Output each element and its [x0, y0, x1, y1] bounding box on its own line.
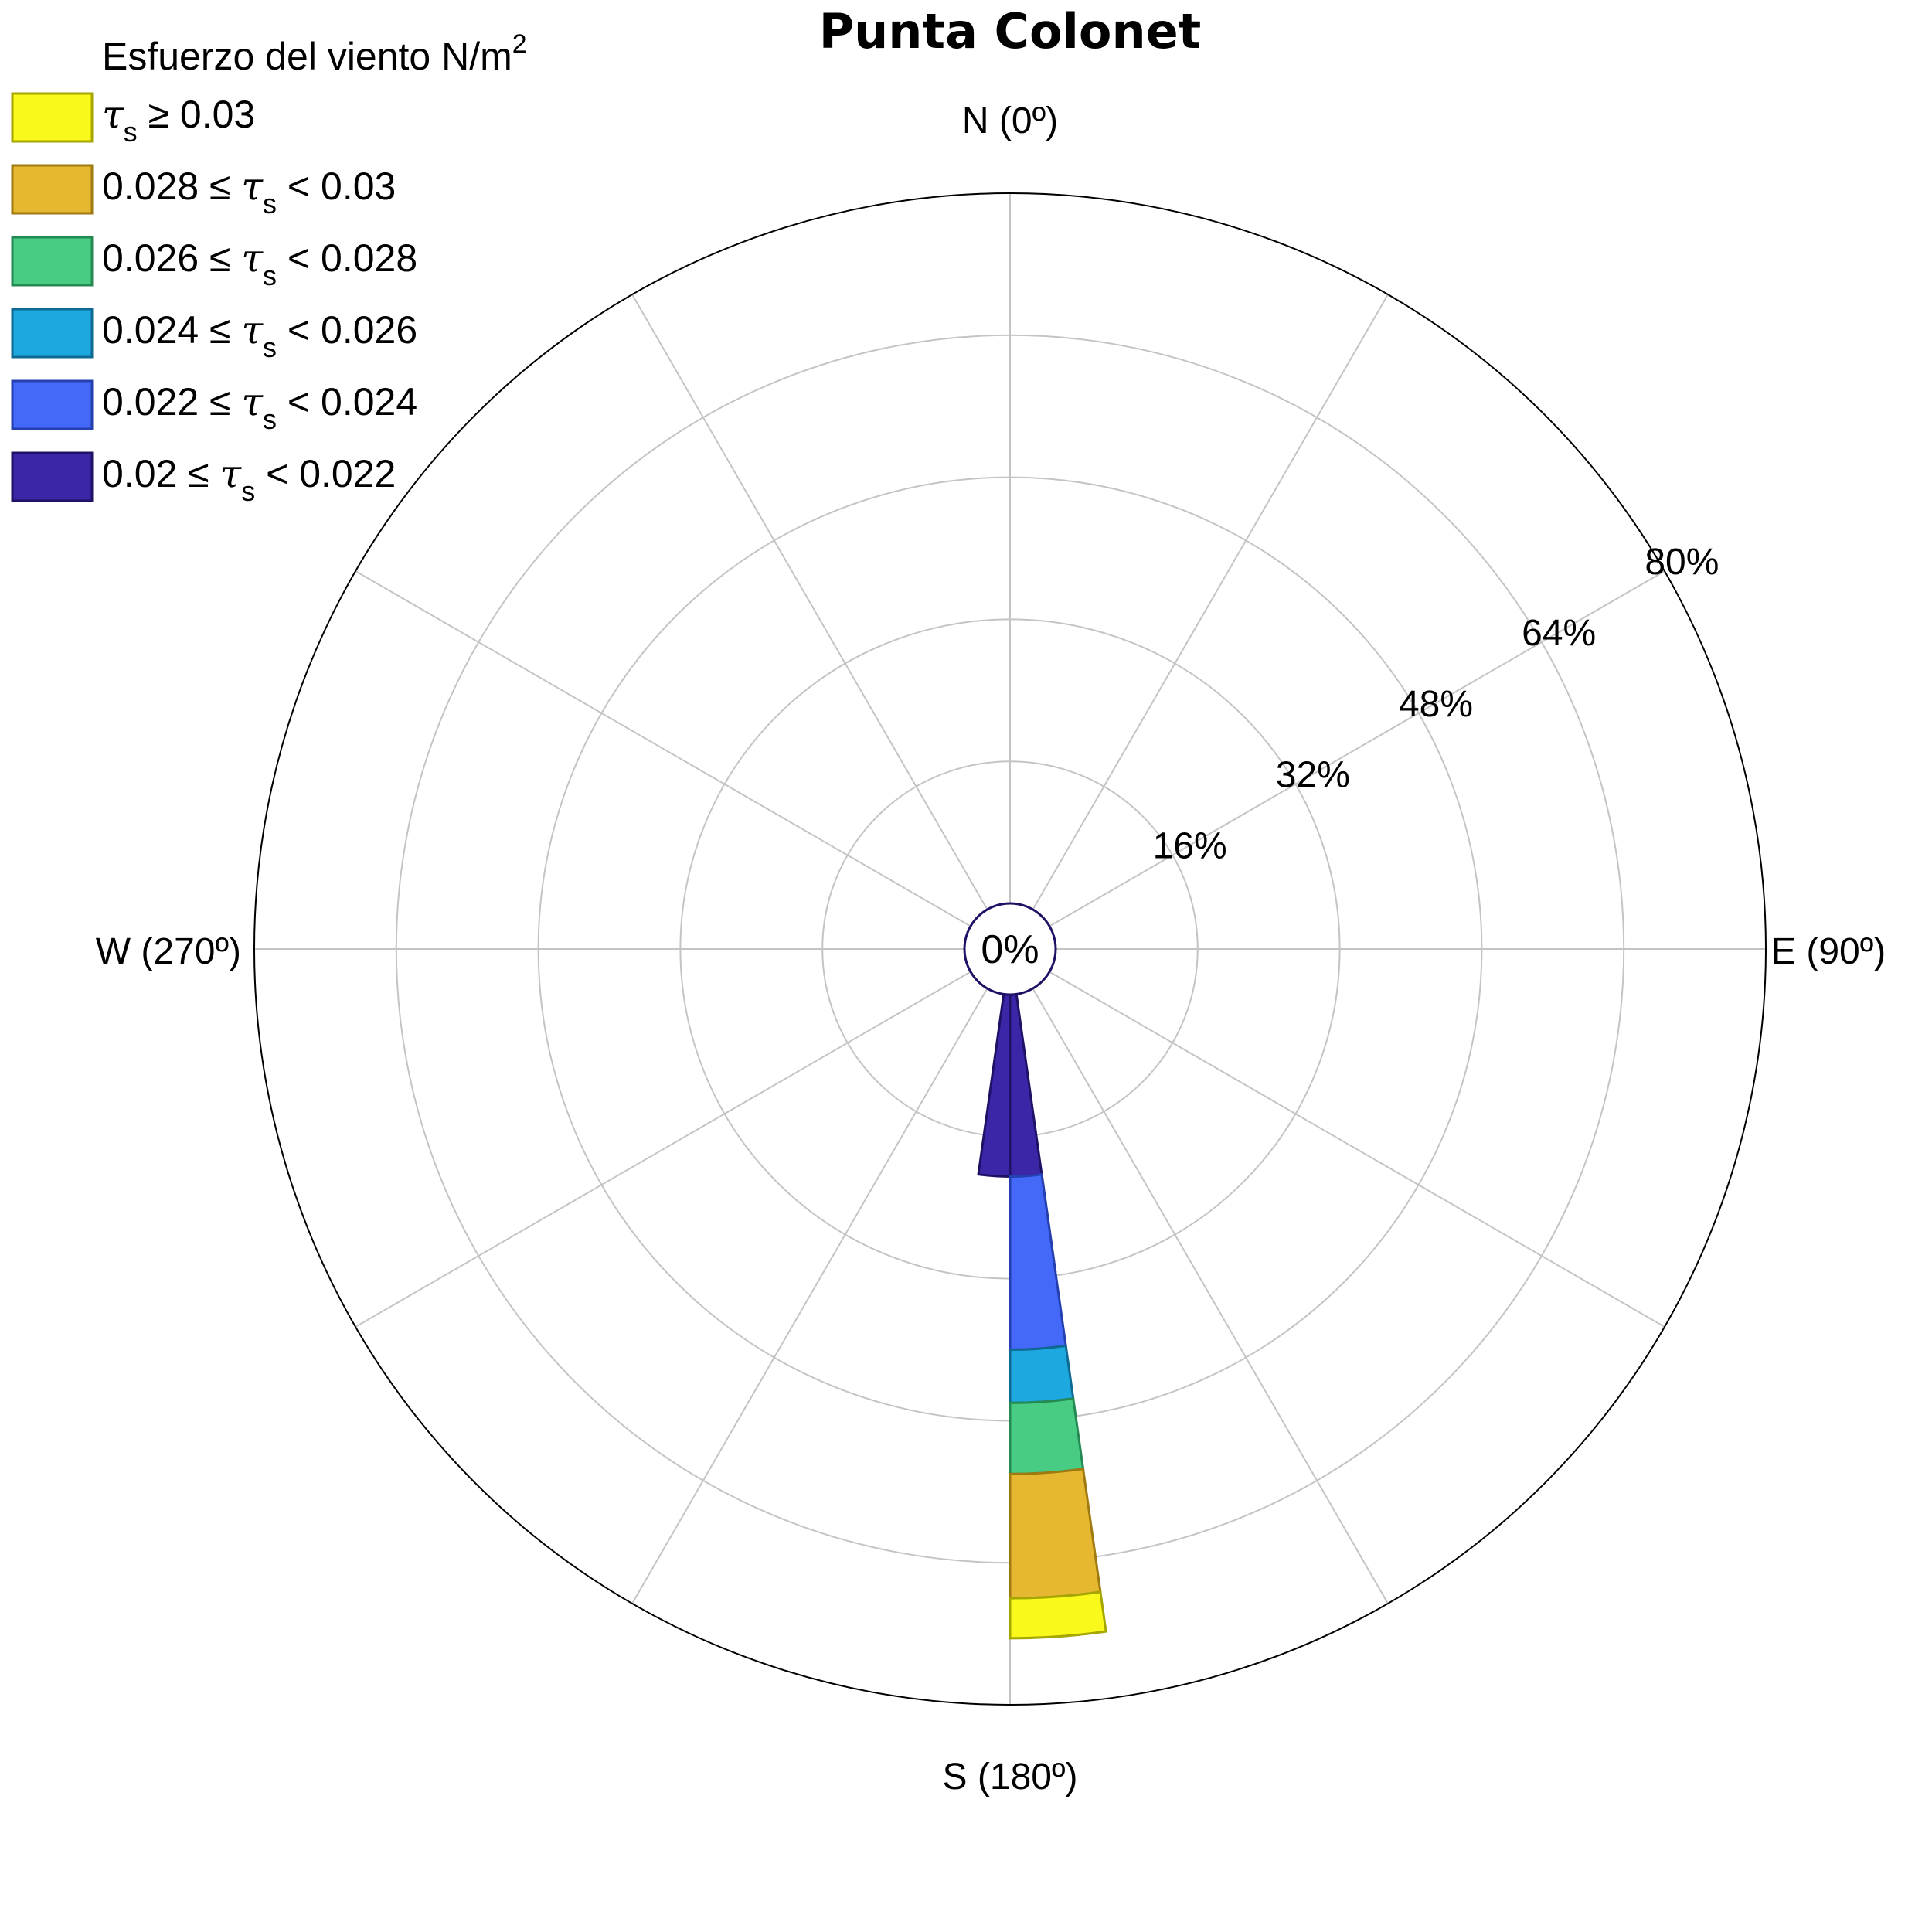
grid-spoke [355, 971, 971, 1328]
center-circle [963, 902, 1057, 996]
grid-spoke [1032, 988, 1389, 1604]
center-marker: 0% [963, 902, 1057, 996]
wind-bar-segment [1009, 1590, 1107, 1640]
legend-swatch [11, 379, 94, 430]
stacked-bars [977, 992, 1107, 1640]
radial-tick-label: 64% [1522, 613, 1596, 654]
grid-spoke [1049, 971, 1665, 1328]
radial-tick-label: 32% [1276, 755, 1350, 796]
direction-label: N (0º) [962, 100, 1058, 141]
legend-title: Esfuerzo del viento N/m2 [102, 29, 527, 78]
legend-label: 0.028 ≤ τs < 0.03 [102, 164, 396, 219]
wind-bar-segment [1009, 1344, 1075, 1404]
legend-swatch [11, 164, 94, 215]
grid-spoke [355, 570, 971, 927]
direction-label: E (90º) [1771, 931, 1886, 972]
axis-labels: N (0º) E (90º) S (180º) W (270º) 16% 32% 48% 64… [96, 100, 1886, 1798]
legend-swatch [11, 308, 94, 359]
legend-swatch [11, 236, 94, 287]
legend-label: τs ≥ 0.03 [102, 92, 255, 148]
legend-label: 0.024 ≤ τs < 0.026 [102, 308, 417, 363]
grid-spoke [631, 294, 988, 910]
direction-label: S (180º) [943, 1757, 1078, 1798]
wind-bar-segment [1009, 1397, 1085, 1475]
center-label: 0% [981, 927, 1039, 972]
legend-swatch [11, 451, 94, 502]
grid-spoke [1032, 294, 1389, 910]
radial-tick-label: 16% [1153, 826, 1227, 867]
direction-label: W (270º) [96, 931, 241, 972]
legend-label: 0.026 ≤ τs < 0.028 [102, 236, 417, 291]
wind-bar-segment [1009, 1468, 1102, 1600]
legend-label: 0.022 ≤ τs < 0.024 [102, 379, 417, 435]
legend: Esfuerzo del viento N/m2 τs ≥ 0.03 0.028 ≤… [11, 29, 527, 507]
outer-ring [253, 192, 1767, 1706]
grid-spoke [631, 988, 988, 1604]
radial-tick-label: 48% [1399, 684, 1473, 725]
radial-tick-label: 80% [1645, 542, 1719, 583]
polar-grid [253, 192, 1767, 1706]
legend-label: 0.02 ≤ τs < 0.022 [102, 451, 396, 507]
grid-spoke [1049, 570, 1665, 927]
chart-title: Punta Colonet [819, 3, 1202, 60]
legend-swatch [11, 92, 94, 143]
